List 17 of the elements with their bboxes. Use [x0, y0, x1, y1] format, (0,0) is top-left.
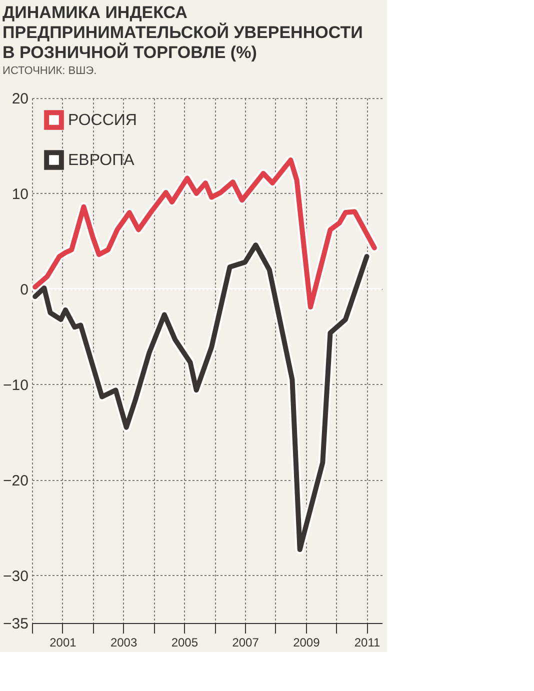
text: ИСТОЧНИК: ВШЭ. — [2, 65, 97, 77]
x-tick-label: 2003 — [110, 636, 138, 650]
legend-label: РОССИЯ — [68, 112, 137, 129]
y-tick-label: 0 — [20, 281, 28, 298]
x-tick-label: 2001 — [50, 636, 77, 650]
y-tick-label: −20 — [3, 472, 28, 490]
y-tick-label: 10 — [12, 186, 28, 203]
legend-label: ЕВРОПА — [68, 152, 135, 169]
chart-title: ДИНАМИКА ИНДЕКСА ПРЕДПРИНИМАТЕЛЬСКОЙ УВЕРЕННОСТИ В РОЗНИЧНОЙ ТОРГОВЛЕ (%) — [2, 3, 363, 62]
y-tick-label: −10 — [3, 376, 28, 394]
x-tick-label: 2005 — [171, 636, 198, 650]
y-tick-label: 20 — [12, 90, 28, 108]
x-tick-label: 2007 — [232, 636, 260, 650]
y-tick-label: −35 — [3, 616, 28, 632]
x-tick-label: 2011 — [354, 636, 381, 650]
y-tick-label: −30 — [3, 568, 28, 585]
x-tick-label: 2009 — [293, 636, 320, 650]
